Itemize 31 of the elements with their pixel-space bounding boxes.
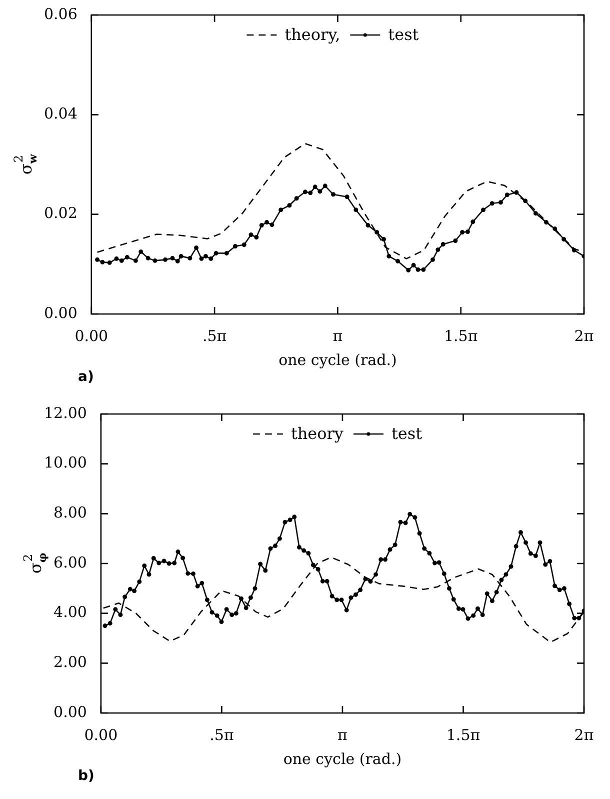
x-tick-label: π bbox=[332, 326, 343, 345]
x-tick-label: 1.5π bbox=[444, 326, 478, 345]
x-tick-label: .5π bbox=[210, 726, 234, 744]
legend-label: theory, bbox=[284, 25, 340, 44]
y-tick-label: 0.00 bbox=[54, 702, 87, 721]
legend-label: test bbox=[388, 25, 420, 44]
y-tick-label: 10.00 bbox=[44, 454, 87, 472]
text: a) bbox=[78, 369, 94, 385]
y-axis-title: σφ2 bbox=[20, 552, 49, 574]
y-tick-label: 0.02 bbox=[44, 204, 78, 222]
x-tick-label: π bbox=[338, 726, 348, 744]
x-axis-title: one cycle (rad.) bbox=[278, 350, 397, 369]
y-tick-label: 0.04 bbox=[44, 104, 78, 123]
text: b) bbox=[78, 768, 94, 784]
y-axis-title: σw2 bbox=[11, 154, 40, 174]
x-axis-title: one cycle (rad.) bbox=[283, 750, 402, 768]
y-tick-label: 4.00 bbox=[54, 603, 87, 622]
x-tick-label: 0.00 bbox=[74, 326, 108, 345]
y-tick-label: 0.06 bbox=[44, 4, 78, 23]
x-tick-label: 0.00 bbox=[84, 726, 118, 744]
legend-label: theory bbox=[290, 424, 344, 444]
y-tick-label: 12.00 bbox=[44, 404, 87, 422]
x-tick-label: 2π bbox=[574, 726, 594, 744]
x-tick-label: 2π bbox=[574, 326, 594, 345]
y-tick-label: 0.00 bbox=[44, 304, 78, 322]
x-tick-label: .5π bbox=[202, 326, 227, 345]
y-tick-label: 2.00 bbox=[54, 653, 87, 672]
y-tick-label: 6.00 bbox=[54, 553, 87, 572]
x-tick-label: 1.5π bbox=[446, 726, 480, 744]
legend-label: test bbox=[391, 424, 423, 444]
y-tick-label: 8.00 bbox=[54, 504, 87, 522]
